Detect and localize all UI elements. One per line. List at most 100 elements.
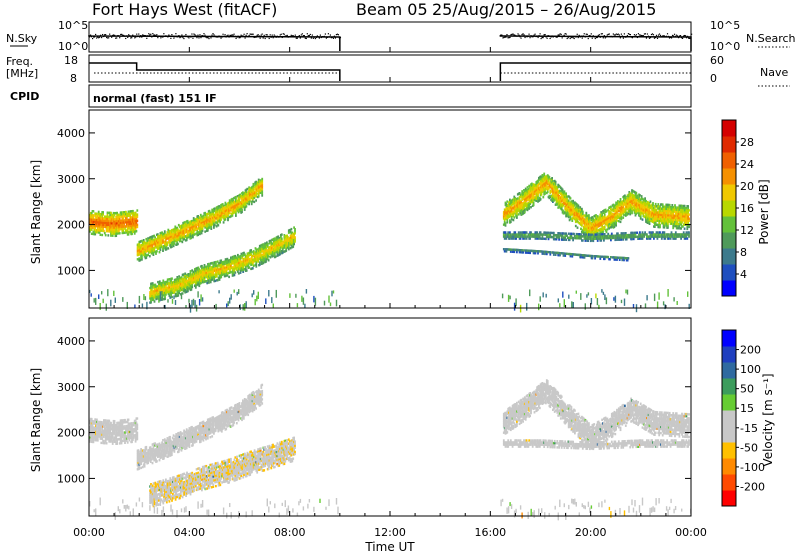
echo-cell <box>257 186 260 190</box>
echo-cell <box>600 215 603 218</box>
echo-cell <box>596 221 599 224</box>
nsky-point <box>640 34 643 37</box>
echo-cell <box>213 213 216 216</box>
nsky-point <box>530 35 532 37</box>
echo-cell <box>603 211 605 214</box>
echo-cell <box>278 237 281 240</box>
echo-cell <box>537 198 539 201</box>
nsky-point <box>235 37 237 40</box>
nsky-point <box>627 33 629 35</box>
nsky-point <box>684 35 687 37</box>
echo-cell <box>277 235 280 238</box>
echo-cell <box>222 273 225 276</box>
echo-cell <box>230 271 232 274</box>
echo-cell <box>611 216 614 220</box>
echo-cell <box>524 208 527 211</box>
echo-cell <box>263 259 266 262</box>
echo-cell <box>122 225 125 228</box>
nsky-point <box>173 37 175 39</box>
nsky-point <box>616 33 618 36</box>
echo-cell <box>573 204 575 208</box>
echo-cell <box>526 194 529 197</box>
echo-cell <box>629 213 632 216</box>
echo-cell <box>514 237 517 240</box>
echo-cell <box>223 216 226 219</box>
nsky-point <box>128 34 130 36</box>
echo-cell <box>687 211 689 214</box>
echo-cell <box>201 266 204 269</box>
nsky-point <box>582 35 584 37</box>
nsky-point <box>510 34 512 36</box>
echo-cell <box>677 227 680 230</box>
echo-cell <box>668 203 671 207</box>
echo-cell <box>515 233 517 236</box>
nsky-point <box>189 35 191 38</box>
nsky-point <box>650 33 653 36</box>
echo-cell <box>179 284 182 288</box>
echo-cell <box>262 243 265 246</box>
nsky-point <box>288 36 290 38</box>
echo-cell <box>557 202 560 205</box>
echo-cell <box>287 236 289 239</box>
echo-cell <box>617 220 620 223</box>
echo-cell <box>133 217 136 221</box>
echo-cell <box>514 199 517 202</box>
nsky-point <box>536 35 538 37</box>
echo-cell <box>192 231 195 234</box>
echo-cell <box>614 212 617 215</box>
nsky-point <box>148 33 150 35</box>
freq-line <box>89 62 341 81</box>
echo-cell <box>679 210 682 214</box>
echo-cell <box>181 234 184 237</box>
echo-cell <box>526 186 529 189</box>
echo-cell <box>555 238 558 241</box>
nsky-point <box>576 33 578 35</box>
echo-cell <box>165 246 168 249</box>
echo-cell <box>649 206 652 210</box>
nsky-point <box>136 33 138 35</box>
echo-cell <box>612 203 615 206</box>
echo-cell <box>183 238 185 241</box>
echo-cell <box>652 216 654 219</box>
nsky-label: N.Sky <box>6 32 38 45</box>
echo-cell <box>239 255 242 258</box>
echo-cell <box>165 285 167 288</box>
echo-cell <box>180 276 183 279</box>
echo-cell <box>246 200 249 203</box>
echo-cell <box>222 264 225 268</box>
echo-cell <box>596 215 599 218</box>
echo-cell <box>155 297 158 301</box>
echo-cell <box>239 259 242 262</box>
echo-cell <box>148 242 151 246</box>
echo-cell <box>613 221 616 224</box>
nsky-point <box>280 33 282 35</box>
echo-cell <box>586 220 589 224</box>
freq-label: Freq. <box>6 55 33 68</box>
echo-cell <box>531 235 534 238</box>
echo-cell <box>285 249 288 252</box>
echo-cell <box>600 227 603 230</box>
echo-cell <box>219 217 221 220</box>
echo-cell <box>168 278 171 281</box>
echo-cell <box>151 294 154 297</box>
echo-cell <box>138 245 141 248</box>
echo-cell <box>537 196 539 199</box>
echo-cell <box>227 216 229 220</box>
nsky-point <box>293 35 295 38</box>
echo-cell <box>169 296 172 299</box>
echo-cell <box>133 215 136 219</box>
echo-cell <box>586 227 589 230</box>
echo-cell <box>145 244 148 247</box>
echo-cell <box>611 220 614 224</box>
echo-cell <box>169 279 172 283</box>
echo-cell <box>196 229 199 233</box>
echo-cell <box>201 223 204 226</box>
echo-cell <box>193 274 195 278</box>
echo-cell <box>201 278 204 282</box>
nsky-tick-bottom: 10^0 <box>58 40 88 53</box>
nsky-point <box>268 37 270 40</box>
echo-cell <box>607 223 610 226</box>
nsky-point <box>286 34 288 37</box>
nsky-point <box>541 36 543 39</box>
echo-cell <box>550 178 553 181</box>
